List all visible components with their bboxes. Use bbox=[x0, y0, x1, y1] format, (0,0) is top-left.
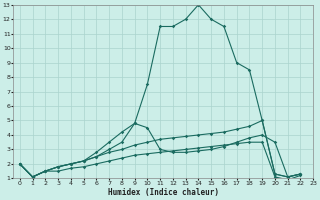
X-axis label: Humidex (Indice chaleur): Humidex (Indice chaleur) bbox=[108, 188, 219, 197]
